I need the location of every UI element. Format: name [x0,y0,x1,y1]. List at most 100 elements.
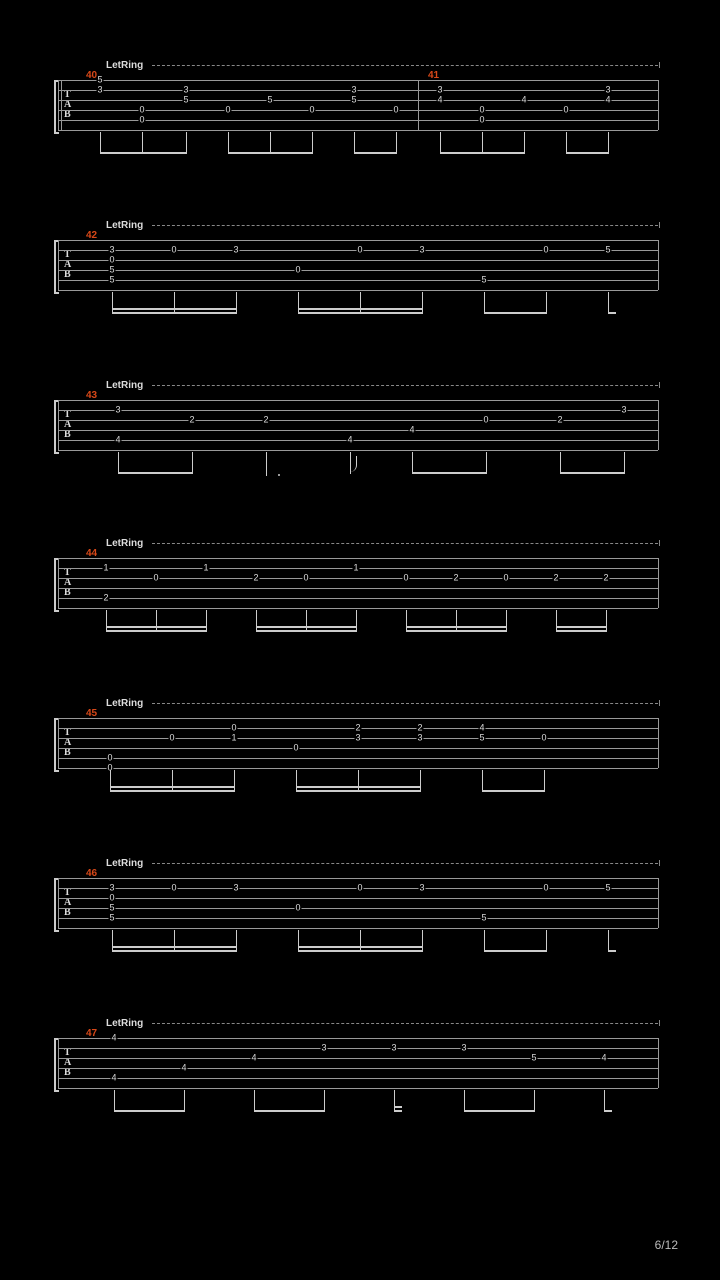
fret-number: 2 [416,724,423,733]
note-stem [560,452,561,472]
fret-number: 5 [108,276,115,285]
fret-number: 0 [392,106,399,115]
fret-number: 2 [188,416,195,425]
note-stem [482,132,483,152]
staff-line [58,718,658,719]
staff-line [58,430,658,431]
letring-label: LetRing [106,220,143,231]
beam [464,1110,535,1112]
staff-line [58,768,658,769]
beam [254,1110,325,1112]
fret-number: 4 [436,96,443,105]
note-stem [484,930,485,950]
barline [58,80,59,130]
fret-number: 3 [418,246,425,255]
fret-number: 3 [182,86,189,95]
letring-end [659,62,660,68]
fret-number: 3 [232,246,239,255]
note-stem [350,452,351,474]
note-stem [524,132,525,152]
beam [228,152,313,154]
staff-line [58,588,658,589]
beam [608,312,616,314]
fret-number: 5 [604,246,611,255]
fret-number: 0 [478,116,485,125]
fret-number: 4 [180,1064,187,1073]
fret-number: 1 [352,564,359,573]
fret-number: 4 [110,1074,117,1083]
beam [112,950,237,952]
fret-number: 2 [556,416,563,425]
note-stem [118,452,119,472]
beam [556,626,607,628]
staff-line [58,290,658,291]
tab-clef: TAB [64,90,71,120]
rhythm-dot [278,474,280,476]
fret-number: 4 [408,426,415,435]
staff-line [58,410,658,411]
beam [118,472,193,474]
fret-number: 0 [170,884,177,893]
beam [440,152,525,154]
tab-system-1: LetRingTAB42305503003505 [58,240,658,330]
staff-line [58,558,658,559]
beam [298,308,423,310]
staff-line [58,758,658,759]
beam [298,950,423,952]
beam [100,152,187,154]
fret-number: 0 [542,884,549,893]
tab-system-6: LetRingTAB47444433354 [58,1038,658,1128]
barline [658,558,659,608]
fret-number: 3 [604,86,611,95]
beam [604,1110,612,1112]
note-stem [546,930,547,950]
letring-label: LetRing [106,858,143,869]
note-stem [608,930,609,950]
fret-number: 4 [250,1054,257,1063]
fret-number: 1 [230,734,237,743]
staff-line [58,100,658,101]
fret-number: 4 [604,96,611,105]
note-flag [350,456,357,472]
letring-label: LetRing [106,60,143,71]
fret-number: 3 [114,406,121,415]
tab-clef: TAB [64,1048,71,1078]
barline [658,240,659,290]
staff-line [58,80,658,81]
fret-number: 3 [320,1044,327,1053]
fret-number: 2 [252,574,259,583]
fret-number: 0 [138,106,145,115]
note-stem [270,132,271,152]
tab-clef: TAB [64,568,71,598]
fret-number: 3 [416,734,423,743]
beam [406,626,507,628]
staff-line [58,598,658,599]
beam [114,1110,185,1112]
tab-system-3: LetRingTAB44120120102022 [58,558,658,648]
note-stem [184,1090,185,1110]
letring-dashes [152,543,658,545]
fret-number: 0 [170,246,177,255]
fret-number: 4 [110,1034,117,1043]
fret-number: 5 [530,1054,537,1063]
beam [106,630,207,632]
beam [566,152,609,154]
tab-system-4: LetRingTAB450000102323450 [58,718,658,808]
barline [658,718,659,768]
note-stem [464,1090,465,1110]
note-stem [186,132,187,152]
note-stem [624,452,625,472]
staff-line [58,280,658,281]
beam [296,786,421,788]
fret-number: 3 [354,734,361,743]
barline [658,878,659,928]
measure-number: 45 [86,708,97,719]
fret-number: 3 [350,86,357,95]
note-stem [354,132,355,152]
fret-number: 0 [168,734,175,743]
fret-number: 0 [482,416,489,425]
measure-number: 42 [86,230,97,241]
staff-line [58,270,658,271]
fret-number: 5 [108,904,115,913]
fret-number: 2 [452,574,459,583]
